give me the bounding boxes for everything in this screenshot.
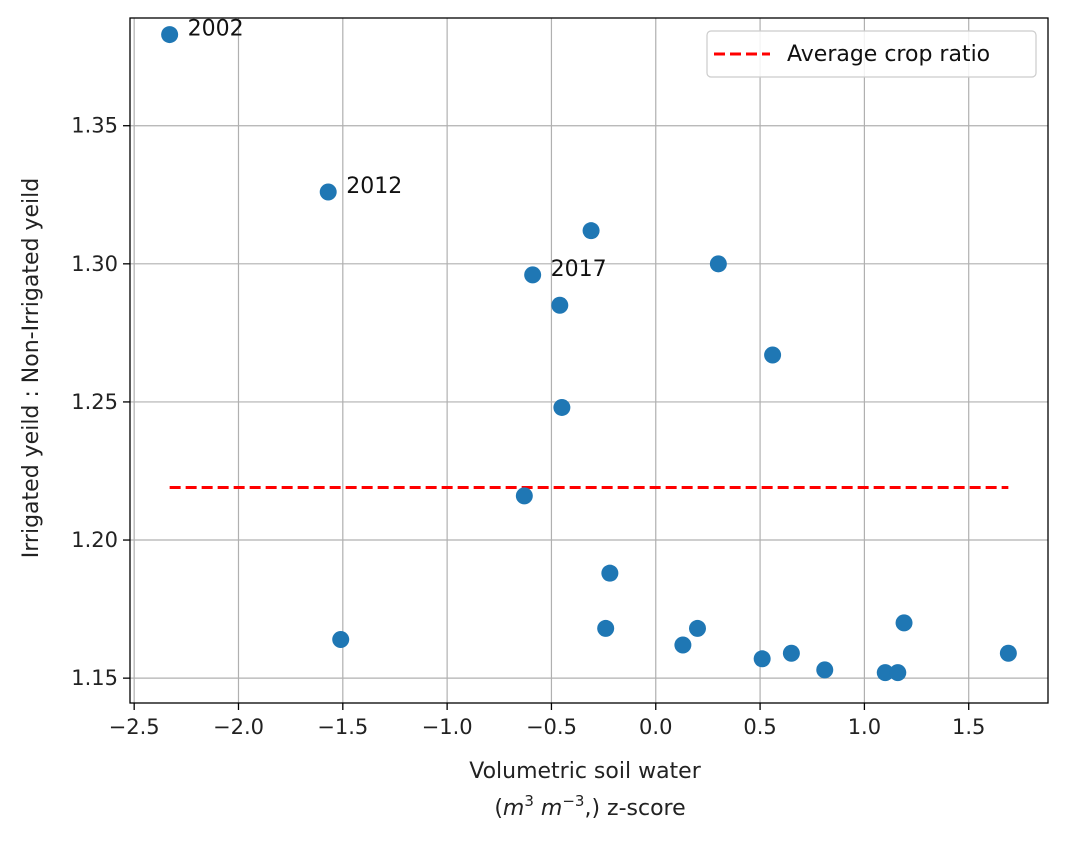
data-point [895, 614, 913, 632]
x-tick-label: −1.0 [422, 715, 473, 739]
y-tick-label: 1.35 [71, 114, 118, 138]
y-tick-label: 1.20 [71, 528, 118, 552]
data-point [816, 661, 834, 679]
x-unit-m: m [503, 796, 524, 821]
x-tick-label: −2.5 [109, 715, 160, 739]
x-tick-label: 0.5 [743, 715, 776, 739]
x-axis-subtitle-text: z-score [607, 796, 686, 821]
data-point [601, 564, 619, 582]
x-axis-ticks: −2.5 −2.0 −1.5 −1.0 −0.5 0.0 0.5 1.0 1.5 [109, 703, 985, 739]
data-point [551, 296, 569, 314]
x-axis-subtitle: (m3 m−3,) z-score [494, 792, 685, 821]
data-point [524, 266, 542, 284]
x-tick-label: 1.5 [952, 715, 985, 739]
x-tick-label: −1.5 [317, 715, 368, 739]
x-tick-label: 0.0 [639, 715, 672, 739]
data-point [515, 487, 533, 505]
data-point [876, 664, 894, 682]
data-points [161, 26, 1017, 682]
x-unit-m2: m [541, 796, 562, 821]
data-point [782, 644, 800, 662]
x-unit-exp2: −3 [562, 792, 584, 810]
data-point [674, 636, 692, 654]
data-point [161, 26, 179, 44]
x-axis-title: Volumetric soil water [469, 759, 701, 784]
x-tick-label: 1.0 [848, 715, 881, 739]
y-tick-label: 1.30 [71, 252, 118, 276]
point-annotations: 2002 2012 2017 [188, 17, 607, 282]
data-point [332, 630, 350, 648]
legend-box [706, 30, 1037, 78]
annotation-label: 2012 [346, 174, 402, 199]
annotation-label: 2002 [188, 17, 244, 42]
data-point [553, 398, 571, 416]
data-point [597, 619, 615, 637]
data-point [688, 619, 706, 637]
y-axis-ticks: 1.15 1.20 1.25 1.30 1.35 [71, 114, 130, 690]
data-point [753, 650, 771, 668]
data-point [889, 664, 907, 682]
legend: Average crop ratio [706, 30, 1037, 78]
data-point [582, 222, 600, 240]
data-point [999, 644, 1017, 662]
x-tick-label: −2.0 [213, 715, 264, 739]
data-point [709, 255, 727, 273]
y-tick-label: 1.15 [71, 666, 118, 690]
legend-label-average-line: Average crop ratio [787, 42, 990, 67]
y-axis-title: Irrigated yeild : Non-Irrigated yeild [19, 178, 44, 558]
x-unit-exp1: 3 [524, 792, 534, 810]
annotation-label: 2017 [551, 257, 607, 282]
y-tick-label: 1.25 [71, 390, 118, 414]
data-point [764, 346, 782, 364]
plot-frame [129, 17, 1049, 704]
data-point [319, 183, 337, 201]
x-tick-label: −0.5 [526, 715, 577, 739]
x-unit-tail: ,) [584, 796, 600, 821]
